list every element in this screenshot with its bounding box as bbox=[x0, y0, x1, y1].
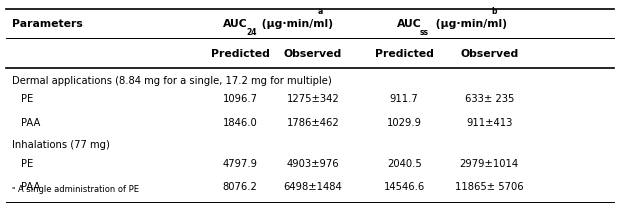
Text: PAA: PAA bbox=[21, 117, 41, 127]
Text: 24: 24 bbox=[246, 28, 257, 37]
Text: Inhalations (77 mg): Inhalations (77 mg) bbox=[12, 139, 110, 149]
Text: Predicted: Predicted bbox=[374, 49, 433, 59]
Text: 633± 235: 633± 235 bbox=[464, 94, 514, 104]
Text: 4797.9: 4797.9 bbox=[223, 159, 258, 169]
Text: 11865± 5706: 11865± 5706 bbox=[455, 181, 523, 191]
Text: 2979±1014: 2979±1014 bbox=[459, 159, 519, 169]
Text: (μg·min/ml): (μg·min/ml) bbox=[259, 19, 334, 29]
Text: 1096.7: 1096.7 bbox=[223, 94, 258, 104]
Text: 911.7: 911.7 bbox=[390, 94, 419, 104]
Text: 6498±1484: 6498±1484 bbox=[284, 181, 342, 191]
Text: Observed: Observed bbox=[284, 49, 342, 59]
Text: PE: PE bbox=[21, 94, 33, 104]
Text: Observed: Observed bbox=[460, 49, 518, 59]
Text: 1275±342: 1275±342 bbox=[286, 94, 339, 104]
Text: 1846.0: 1846.0 bbox=[223, 117, 257, 127]
Text: AUC: AUC bbox=[397, 19, 422, 29]
Text: Parameters: Parameters bbox=[12, 19, 83, 29]
Text: 911±413: 911±413 bbox=[466, 117, 512, 127]
Text: 2040.5: 2040.5 bbox=[387, 159, 422, 169]
Text: (μg·min/ml): (μg·min/ml) bbox=[432, 19, 507, 29]
Text: 1029.9: 1029.9 bbox=[387, 117, 422, 127]
Text: 8076.2: 8076.2 bbox=[223, 181, 257, 191]
Text: Predicted: Predicted bbox=[211, 49, 270, 59]
Text: Dermal applications (8.84 mg for a single, 17.2 mg for multiple): Dermal applications (8.84 mg for a singl… bbox=[12, 76, 332, 86]
Text: PAA: PAA bbox=[21, 181, 41, 191]
Text: 4903±976: 4903±976 bbox=[286, 159, 339, 169]
Text: 14546.6: 14546.6 bbox=[384, 181, 425, 191]
Text: AUC: AUC bbox=[223, 19, 248, 29]
Text: PE: PE bbox=[21, 159, 33, 169]
Text: b: b bbox=[491, 7, 497, 16]
Text: ss: ss bbox=[420, 28, 429, 37]
Text: a: a bbox=[317, 7, 322, 16]
Text: ᵃ A single administration of PE: ᵃ A single administration of PE bbox=[12, 184, 140, 193]
Text: 1786±462: 1786±462 bbox=[286, 117, 339, 127]
